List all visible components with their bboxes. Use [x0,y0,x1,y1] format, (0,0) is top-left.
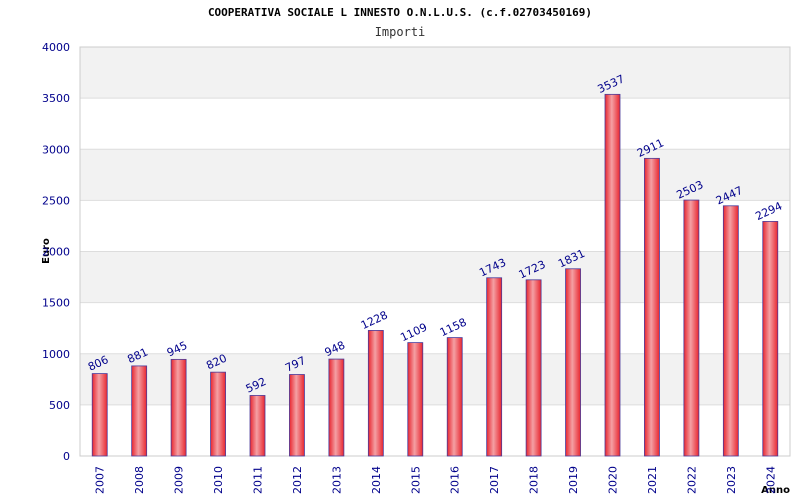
bar [525,279,542,457]
bar [367,330,384,457]
plot-band [80,200,790,252]
bar [407,342,424,457]
x-tick-label: 2009 [173,466,186,494]
x-tick-label: 2008 [133,466,146,494]
bar [210,371,226,457]
bar [328,358,345,457]
x-tick-label: 2024 [764,466,777,494]
chart-title: COOPERATIVA SOCIALE L INNESTO O.N.L.U.S.… [207,6,593,19]
bar [170,358,187,457]
bar [91,373,108,457]
bar [446,337,463,457]
plot-band [80,98,790,150]
x-tick-label: 2016 [449,466,462,494]
y-tick-label: 2500 [42,194,70,207]
plot-band [80,47,790,99]
x-axis-label: Anno [761,485,790,496]
chart-subtitle: Importi [374,25,426,39]
y-tick-label: 3500 [42,92,70,105]
bar [565,268,581,457]
y-tick-label: 3000 [42,143,70,156]
x-tick-label: 2012 [291,466,304,494]
bar [722,205,739,457]
bar [131,365,148,457]
y-axis: 0 500 1000 1500 2000 2500 3000 3500 4000 [42,41,70,463]
bar [249,395,266,457]
x-tick-label: 2021 [646,466,659,494]
x-tick-label: 2014 [370,466,383,494]
bar [604,93,621,457]
x-tick-label: 2007 [94,466,107,494]
x-tick-label: 2015 [409,466,422,494]
plot-band [80,251,790,303]
plot-band [80,404,790,456]
x-tick-label: 2019 [567,466,580,494]
plot-band [80,353,790,405]
bar [683,199,700,457]
plot-band [80,149,790,201]
y-tick-label: 500 [49,399,70,412]
y-tick-label: 1000 [42,348,70,361]
plot-background [79,46,791,457]
plot-border [79,46,791,457]
y-tick-label: 1500 [42,297,70,310]
bar [762,221,779,457]
x-tick-label: 2018 [528,466,541,494]
x-tick-label: 2023 [725,466,738,494]
x-tick-label: 2017 [488,466,501,494]
x-tick-label: 2022 [685,466,698,494]
x-tick-label: 2011 [252,466,265,494]
bar [289,374,305,457]
y-tick-label: 4000 [42,41,70,54]
x-tick-label: 2010 [212,466,225,494]
y-tick-label: 0 [63,450,70,463]
x-axis: 2007 2008 2009 2010 2011 2012 2013 2014 2015 2016… [94,466,778,494]
x-tick-label: 2013 [330,466,343,494]
plot-band [80,302,790,354]
bar [486,277,503,457]
bar [644,157,660,457]
y-tick-label: 2000 [42,246,70,259]
x-tick-label: 2020 [607,466,620,494]
